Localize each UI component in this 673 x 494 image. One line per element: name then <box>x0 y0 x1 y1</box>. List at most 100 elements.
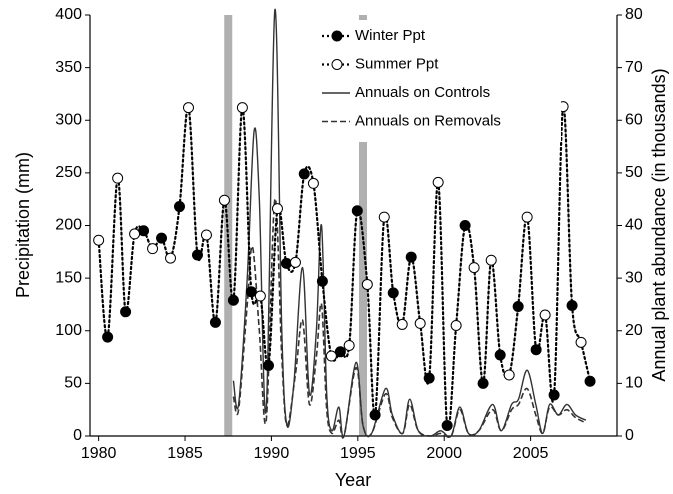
ppt-line-segment <box>401 255 413 326</box>
y-tick-label: 50 <box>64 375 82 392</box>
legend-box <box>316 20 561 142</box>
legend-label: Annuals on Controls <box>355 84 490 101</box>
ppt-line-segment <box>97 239 109 339</box>
ppt-line-segment <box>214 199 226 324</box>
ppt-marker <box>548 389 560 401</box>
ppt-marker <box>334 346 346 358</box>
ppt-marker <box>432 176 444 188</box>
ppt-marker <box>316 275 328 287</box>
ppt-marker <box>521 211 533 223</box>
ppt-marker <box>289 256 301 268</box>
ppt-marker <box>209 316 221 328</box>
ppt-marker <box>271 203 283 215</box>
ppt-marker <box>120 306 132 318</box>
x-tick-label: 1995 <box>340 445 376 462</box>
ppt-line-segment <box>124 232 136 314</box>
ppt-marker <box>262 359 274 371</box>
y-tick-label: 400 <box>55 6 82 23</box>
ppt-line-segment <box>232 106 244 302</box>
y2-tick-label: 40 <box>625 217 643 234</box>
ppt-line-segment <box>455 224 467 327</box>
ppt-line-segment <box>383 212 395 294</box>
y-tick-label: 250 <box>55 164 82 181</box>
ppt-marker <box>450 319 462 331</box>
ppt-line-segment <box>106 177 119 339</box>
ppt-line-segment <box>187 106 199 257</box>
ppt-line-segment <box>410 255 422 325</box>
ppt-marker <box>93 234 105 246</box>
x-tick-label: 1990 <box>254 445 290 462</box>
ppt-line-segment <box>373 215 386 417</box>
ppt-marker <box>343 339 355 351</box>
x-tick-label: 2005 <box>513 445 549 462</box>
ppt-marker <box>147 243 159 255</box>
ppt-marker <box>494 349 506 361</box>
ppt-marker <box>254 290 266 302</box>
ppt-line-segment <box>267 207 279 367</box>
ppt-line-segment <box>205 233 217 324</box>
ppt-marker <box>280 257 292 269</box>
ppt-line-segment <box>437 181 449 427</box>
ppt-marker <box>530 344 542 356</box>
ppt-marker <box>165 252 177 264</box>
y-tick-label: 300 <box>55 111 82 128</box>
y-tick-label: 150 <box>55 269 82 286</box>
y2-tick-label: 80 <box>625 6 643 23</box>
ppt-line-segment <box>481 259 493 385</box>
ppt-line-segment <box>508 305 520 377</box>
x-axis-title: Year <box>335 470 371 490</box>
y-tick-label: 200 <box>55 217 82 234</box>
x-tick-label: 1980 <box>81 445 117 462</box>
ppt-marker <box>236 102 248 114</box>
legend-label: Winter Ppt <box>355 27 426 44</box>
x-tick-label: 1985 <box>167 445 203 462</box>
ppt-marker <box>369 409 381 421</box>
ppt-marker <box>200 229 212 241</box>
ppt-marker <box>156 232 168 244</box>
y2-axis-title: Annual plant abundance (in thousands) <box>649 68 669 381</box>
ppt-marker <box>325 350 337 362</box>
ppt-marker <box>112 172 124 184</box>
y-tick-label: 100 <box>55 322 82 339</box>
ppt-line-segment <box>517 215 529 308</box>
ppt-marker <box>468 262 480 274</box>
series-line <box>232 198 587 439</box>
ppt-marker <box>102 331 114 343</box>
ppt-marker <box>396 318 408 330</box>
ppt-marker <box>441 419 453 431</box>
y2-tick-label: 60 <box>625 111 643 128</box>
legend: Winter Ppt Summer Ppt Annuals on Controls A… <box>316 20 561 142</box>
ppt-line-segment <box>428 181 440 380</box>
ppt-line-segment <box>473 266 485 385</box>
legend-marker <box>331 30 343 42</box>
ppt-marker <box>423 372 435 384</box>
ppt-marker <box>539 309 551 321</box>
ppt-marker <box>245 286 257 298</box>
highlight-bar <box>359 15 368 436</box>
ppt-line-segment <box>348 209 359 347</box>
y-tick-label: 0 <box>73 427 82 444</box>
ppt-marker <box>218 194 230 206</box>
x-tick-label: 2000 <box>426 445 462 462</box>
legend-label: Summer Ppt <box>355 55 439 72</box>
ppt-marker <box>477 377 489 389</box>
ppt-marker <box>575 336 587 348</box>
ppt-marker <box>351 205 363 217</box>
ppt-marker <box>414 317 426 329</box>
ppt-marker <box>227 294 239 306</box>
legend-label: Annuals on Removals <box>355 112 501 129</box>
ppt-line-segment <box>116 177 127 313</box>
y2-tick-label: 20 <box>625 322 643 339</box>
ppt-marker <box>503 369 515 381</box>
ppt-line-segment <box>169 205 181 260</box>
ppt-marker <box>378 211 390 223</box>
ppt-marker <box>307 177 319 189</box>
ppt-line-segment <box>579 341 592 383</box>
ppt-line-segment <box>561 104 574 307</box>
ppt-marker <box>361 278 373 290</box>
ppt-marker <box>566 299 578 311</box>
legend-marker <box>331 59 343 70</box>
ppt-marker <box>512 301 524 313</box>
ppt-line-segment <box>446 324 458 431</box>
